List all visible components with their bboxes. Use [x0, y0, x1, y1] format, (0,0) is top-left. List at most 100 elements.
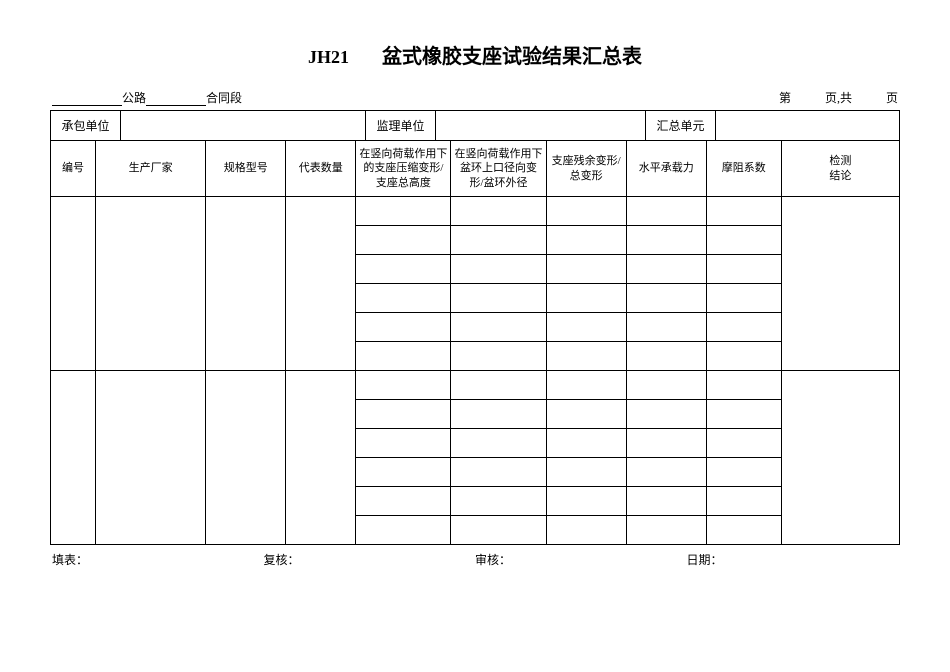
table-cell — [96, 197, 206, 371]
road-blank — [52, 92, 122, 106]
supervisor-label: 监理单位 — [366, 111, 436, 140]
table-cell — [546, 487, 626, 516]
table-cell — [706, 487, 781, 516]
table-cell — [451, 429, 546, 458]
contractor-value — [121, 111, 366, 140]
table-col-4: 在竖向荷载作用下的支座压缩变形/支座总高度 — [356, 141, 451, 197]
table-cell — [451, 516, 546, 545]
table-cell — [626, 429, 706, 458]
footer-row: 填表： 复核： 审核： 日期： — [50, 551, 900, 568]
table-cell — [546, 400, 626, 429]
page-prefix: 第 — [779, 91, 791, 105]
table-cell — [626, 342, 706, 371]
table-cell — [626, 313, 706, 342]
summary-unit-label: 汇总单元 — [646, 111, 716, 140]
table-cell — [706, 284, 781, 313]
table-cell — [706, 371, 781, 400]
table-cell — [51, 197, 96, 371]
title-main: 盆式橡胶支座试验结果汇总表 — [382, 46, 642, 68]
table-cell — [356, 400, 451, 429]
table-cell — [626, 516, 706, 545]
subheader: 公路 合同段 第 页,共 页 — [50, 89, 900, 106]
info-row: 承包单位 监理单位 汇总单元 — [50, 110, 900, 140]
table-cell — [706, 458, 781, 487]
table-cell — [451, 400, 546, 429]
table-col-2: 规格型号 — [206, 141, 286, 197]
table-cell — [706, 429, 781, 458]
table-cell — [546, 255, 626, 284]
table-row — [51, 197, 900, 226]
table-cell — [356, 313, 451, 342]
summary-unit-value — [716, 111, 899, 140]
table-cell — [356, 255, 451, 284]
table-cell — [356, 487, 451, 516]
table-cell — [356, 458, 451, 487]
table-col-7: 水平承载力 — [626, 141, 706, 197]
table-cell — [96, 371, 206, 545]
table-col-5: 在竖向荷载作用下盆环上口径向变形/盆环外径 — [451, 141, 546, 197]
table-cell — [451, 487, 546, 516]
table-cell — [546, 284, 626, 313]
table-cell — [626, 400, 706, 429]
table-cell — [356, 284, 451, 313]
title-code: JH21 — [308, 47, 349, 67]
table-cell — [356, 371, 451, 400]
table-cell — [451, 313, 546, 342]
page-suffix: 页 — [886, 91, 898, 105]
table-cell — [546, 342, 626, 371]
table-cell — [706, 313, 781, 342]
table-row — [51, 371, 900, 400]
table-cell — [626, 284, 706, 313]
table-col-0: 编号 — [51, 141, 96, 197]
table-col-6: 支座残余变形/总变形 — [546, 141, 626, 197]
table-cell — [286, 371, 356, 545]
table-cell — [546, 226, 626, 255]
table-cell — [706, 342, 781, 371]
table-cell — [706, 255, 781, 284]
table-cell — [626, 255, 706, 284]
table-header-row: 编号生产厂家规格型号代表数量在竖向荷载作用下的支座压缩变形/支座总高度在竖向荷载… — [51, 141, 900, 197]
table-col-1: 生产厂家 — [96, 141, 206, 197]
subheader-left: 公路 合同段 — [52, 89, 242, 106]
table-cell — [706, 516, 781, 545]
table-cell — [51, 371, 96, 545]
table-cell — [546, 197, 626, 226]
table-cell — [546, 516, 626, 545]
page-mid: 页,共 — [825, 91, 852, 105]
table-cell — [781, 197, 899, 371]
table-cell — [451, 458, 546, 487]
footer-filler: 填表： — [52, 551, 264, 568]
table-col-8: 摩阻系数 — [706, 141, 781, 197]
table-cell — [626, 371, 706, 400]
table-cell — [626, 487, 706, 516]
footer-reviewer: 复核： — [264, 551, 476, 568]
table-cell — [626, 458, 706, 487]
table-cell — [356, 197, 451, 226]
table-cell — [706, 400, 781, 429]
table-cell — [451, 284, 546, 313]
table-cell — [546, 313, 626, 342]
table-cell — [286, 197, 356, 371]
table-cell — [451, 197, 546, 226]
table-col-3: 代表数量 — [286, 141, 356, 197]
section-suffix: 合同段 — [206, 89, 242, 106]
table-cell — [781, 371, 899, 545]
road-suffix: 公路 — [122, 89, 146, 106]
table-cell — [546, 429, 626, 458]
page-title: JH21 盆式橡胶支座试验结果汇总表 — [50, 40, 900, 69]
table-cell — [451, 255, 546, 284]
table-cell — [356, 342, 451, 371]
table-cell — [706, 226, 781, 255]
table-cell — [356, 429, 451, 458]
contractor-label: 承包单位 — [51, 111, 121, 140]
table-cell — [626, 197, 706, 226]
section-blank — [146, 92, 206, 106]
table-col-9: 检测结论 — [781, 141, 899, 197]
table-cell — [451, 371, 546, 400]
table-cell — [706, 197, 781, 226]
table-cell — [206, 197, 286, 371]
subheader-right: 第 页,共 页 — [779, 89, 898, 106]
table-cell — [356, 226, 451, 255]
table-cell — [546, 458, 626, 487]
table-cell — [356, 516, 451, 545]
